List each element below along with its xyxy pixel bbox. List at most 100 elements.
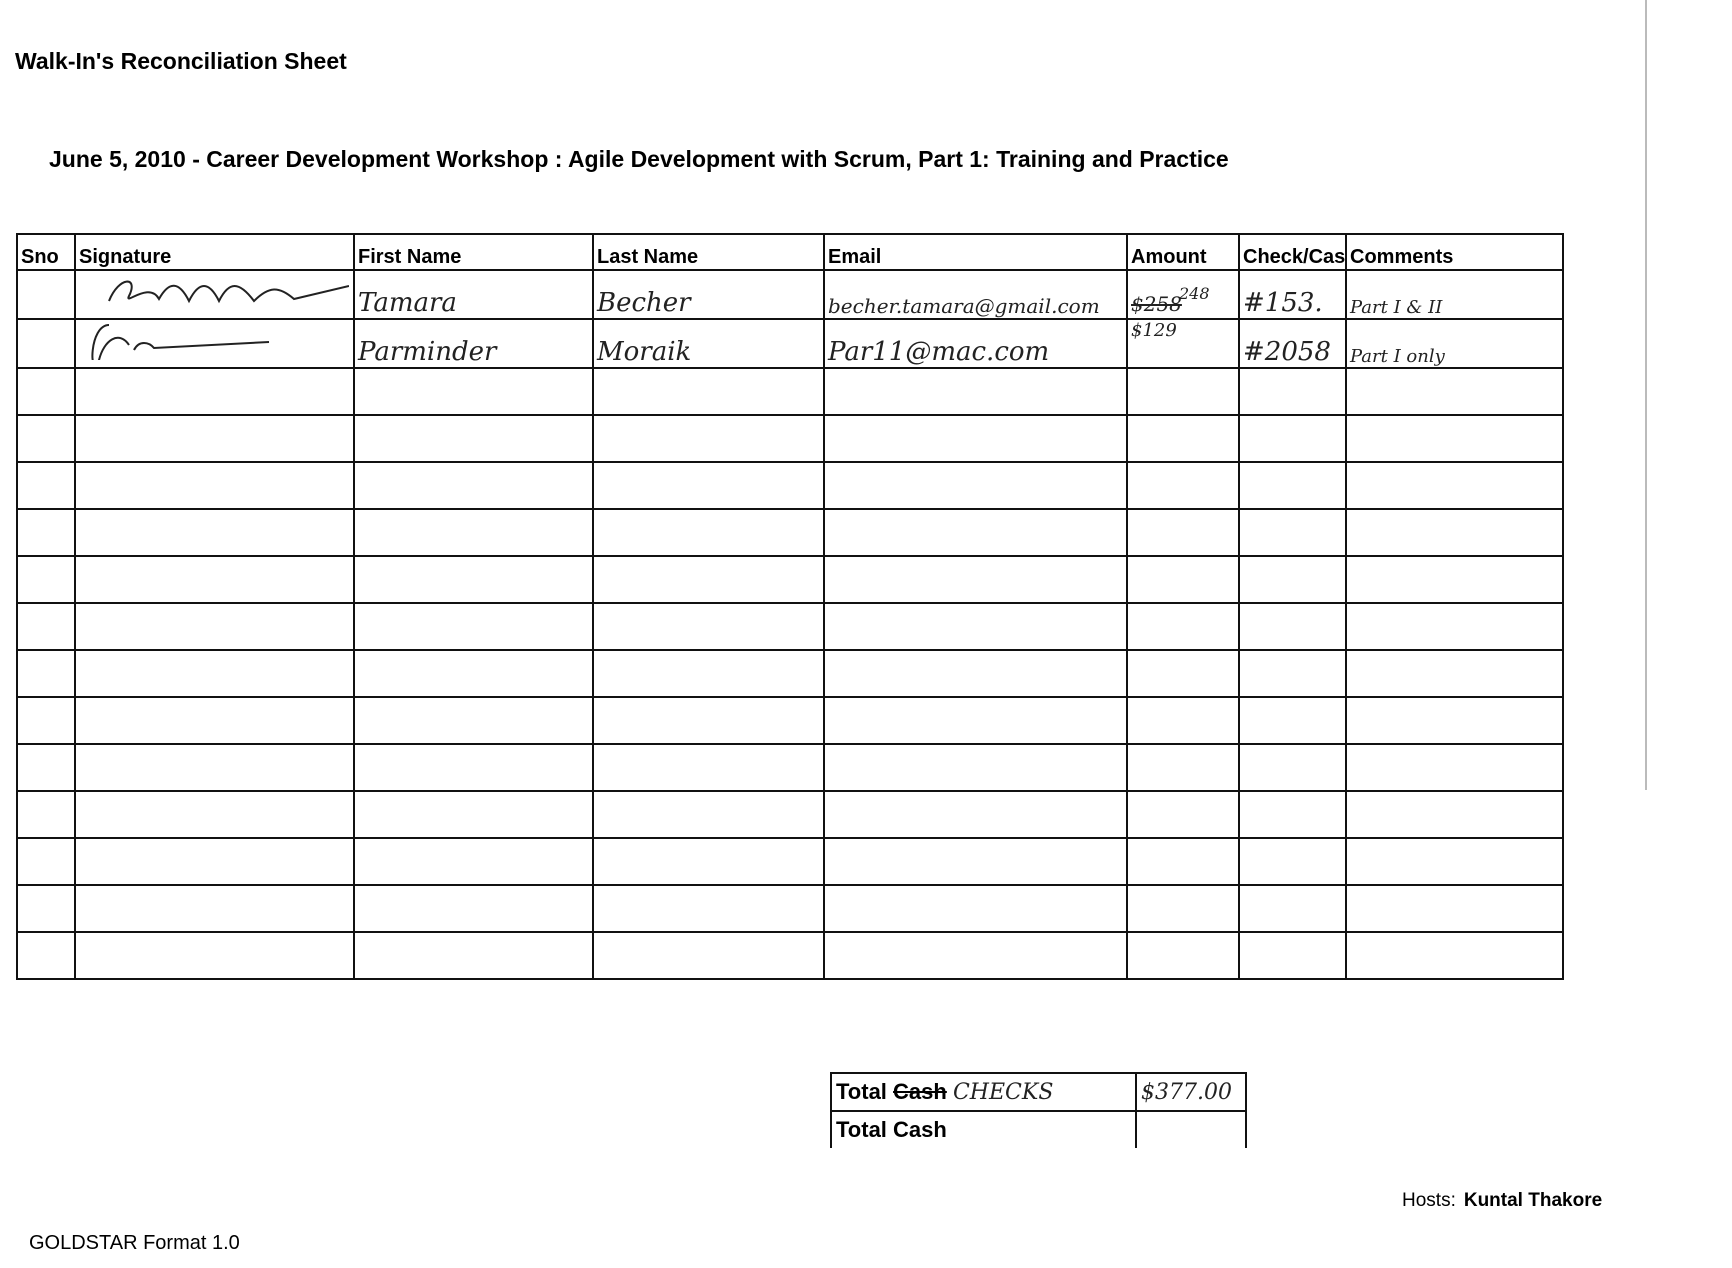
hosts-label: Hosts:: [1402, 1190, 1456, 1211]
total-label: Total: [836, 1079, 887, 1104]
empty-cell: [1238, 931, 1347, 980]
empty-cell: [1345, 461, 1564, 510]
empty-cell: [1238, 461, 1347, 510]
empty-cell: [592, 884, 825, 933]
walk-in-table: Sno Signature First Name Last Name Email…: [16, 233, 1564, 980]
empty-cell: [353, 602, 594, 651]
empty-cell: [16, 649, 76, 698]
table-row-empty: [16, 884, 1564, 933]
table-row-empty: [16, 461, 1564, 510]
empty-cell: [353, 555, 594, 604]
sno-cell: [16, 269, 76, 320]
comments-cell: Part I & II: [1345, 269, 1564, 320]
empty-cell: [74, 743, 355, 792]
empty-cell: [353, 508, 594, 557]
table-row-empty: [16, 743, 1564, 792]
empty-cell: [592, 461, 825, 510]
host-name: Kuntal Thakore: [1463, 1190, 1603, 1211]
empty-cell: [823, 696, 1128, 745]
empty-cell: [823, 837, 1128, 886]
table-row-empty: [16, 696, 1564, 745]
table-row-empty: [16, 367, 1564, 416]
total-struck-word: Cash: [893, 1079, 947, 1104]
amount-correction: 248: [1179, 284, 1210, 303]
empty-cell: [592, 837, 825, 886]
empty-cell: [16, 931, 76, 980]
empty-cell: [823, 555, 1128, 604]
empty-cell: [1238, 414, 1347, 463]
empty-cell: [1345, 837, 1564, 886]
header-row: Sno Signature First Name Last Name Email…: [16, 233, 1564, 271]
empty-cell: [1126, 367, 1240, 416]
empty-cell: [74, 696, 355, 745]
empty-cell: [1126, 649, 1240, 698]
empty-cell: [823, 414, 1128, 463]
empty-cell: [16, 837, 76, 886]
first-name-cell: Tamara: [353, 269, 594, 320]
table-row-empty: [16, 790, 1564, 839]
total-handwritten-label: CHECKS: [952, 1080, 1054, 1105]
empty-cell: [74, 555, 355, 604]
empty-cell: [823, 884, 1128, 933]
comments-cell: Part I only: [1345, 318, 1564, 369]
empty-cell: [1345, 790, 1564, 839]
empty-cell: [1345, 414, 1564, 463]
sno-cell: [16, 318, 76, 369]
col-email: Email: [823, 233, 1128, 271]
empty-cell: [1345, 649, 1564, 698]
total-cash-label: Total Cash: [830, 1110, 1137, 1148]
empty-cell: [823, 790, 1128, 839]
empty-cell: [74, 508, 355, 557]
empty-cell: [1238, 602, 1347, 651]
empty-cell: [1126, 602, 1240, 651]
totals-box: Total Cash CHECKS $377.00 Total Cash: [830, 1072, 1247, 1148]
empty-cell: [1345, 555, 1564, 604]
total-cash-value: [1135, 1110, 1247, 1148]
format-footer: GOLDSTAR Format 1.0: [29, 1232, 240, 1254]
amount-original: $258: [1131, 292, 1182, 316]
empty-cell: [823, 367, 1128, 416]
empty-cell: [1238, 367, 1347, 416]
empty-cell: [74, 884, 355, 933]
last-name-cell: Becher: [592, 269, 825, 320]
col-sno: Sno: [16, 233, 76, 271]
empty-cell: [16, 743, 76, 792]
empty-cell: [1238, 649, 1347, 698]
sheet-title: Walk-In's Reconciliation Sheet: [15, 48, 347, 74]
empty-cell: [1126, 555, 1240, 604]
empty-cell: [74, 367, 355, 416]
empty-cell: [592, 555, 825, 604]
signature-image: [91, 324, 270, 366]
empty-cell: [74, 837, 355, 886]
empty-cell: [823, 602, 1128, 651]
table-row-empty: [16, 508, 1564, 557]
empty-cell: [1238, 508, 1347, 557]
empty-cell: [592, 414, 825, 463]
table-row: Parminder Moraik Par11@mac.com $129 #205…: [16, 318, 1564, 369]
empty-cell: [16, 790, 76, 839]
empty-cell: [16, 508, 76, 557]
empty-cell: [592, 743, 825, 792]
empty-cell: [16, 696, 76, 745]
empty-cell: [592, 696, 825, 745]
table-row-empty: [16, 931, 1564, 980]
empty-cell: [1345, 367, 1564, 416]
table-row-empty: [16, 555, 1564, 604]
empty-cell: [1238, 790, 1347, 839]
empty-cell: [74, 461, 355, 510]
email-cell: Par11@mac.com: [823, 318, 1128, 369]
empty-cell: [353, 837, 594, 886]
check-cell: #2058: [1238, 318, 1347, 369]
empty-cell: [353, 790, 594, 839]
empty-cell: [16, 414, 76, 463]
empty-cell: [1345, 743, 1564, 792]
empty-cell: [823, 649, 1128, 698]
empty-cell: [1345, 508, 1564, 557]
signature-image: [108, 280, 350, 304]
signature-cell: [74, 269, 355, 320]
table-row-empty: [16, 414, 1564, 463]
empty-cell: [74, 790, 355, 839]
empty-cell: [353, 884, 594, 933]
empty-cell: [1345, 884, 1564, 933]
empty-cell: [353, 931, 594, 980]
